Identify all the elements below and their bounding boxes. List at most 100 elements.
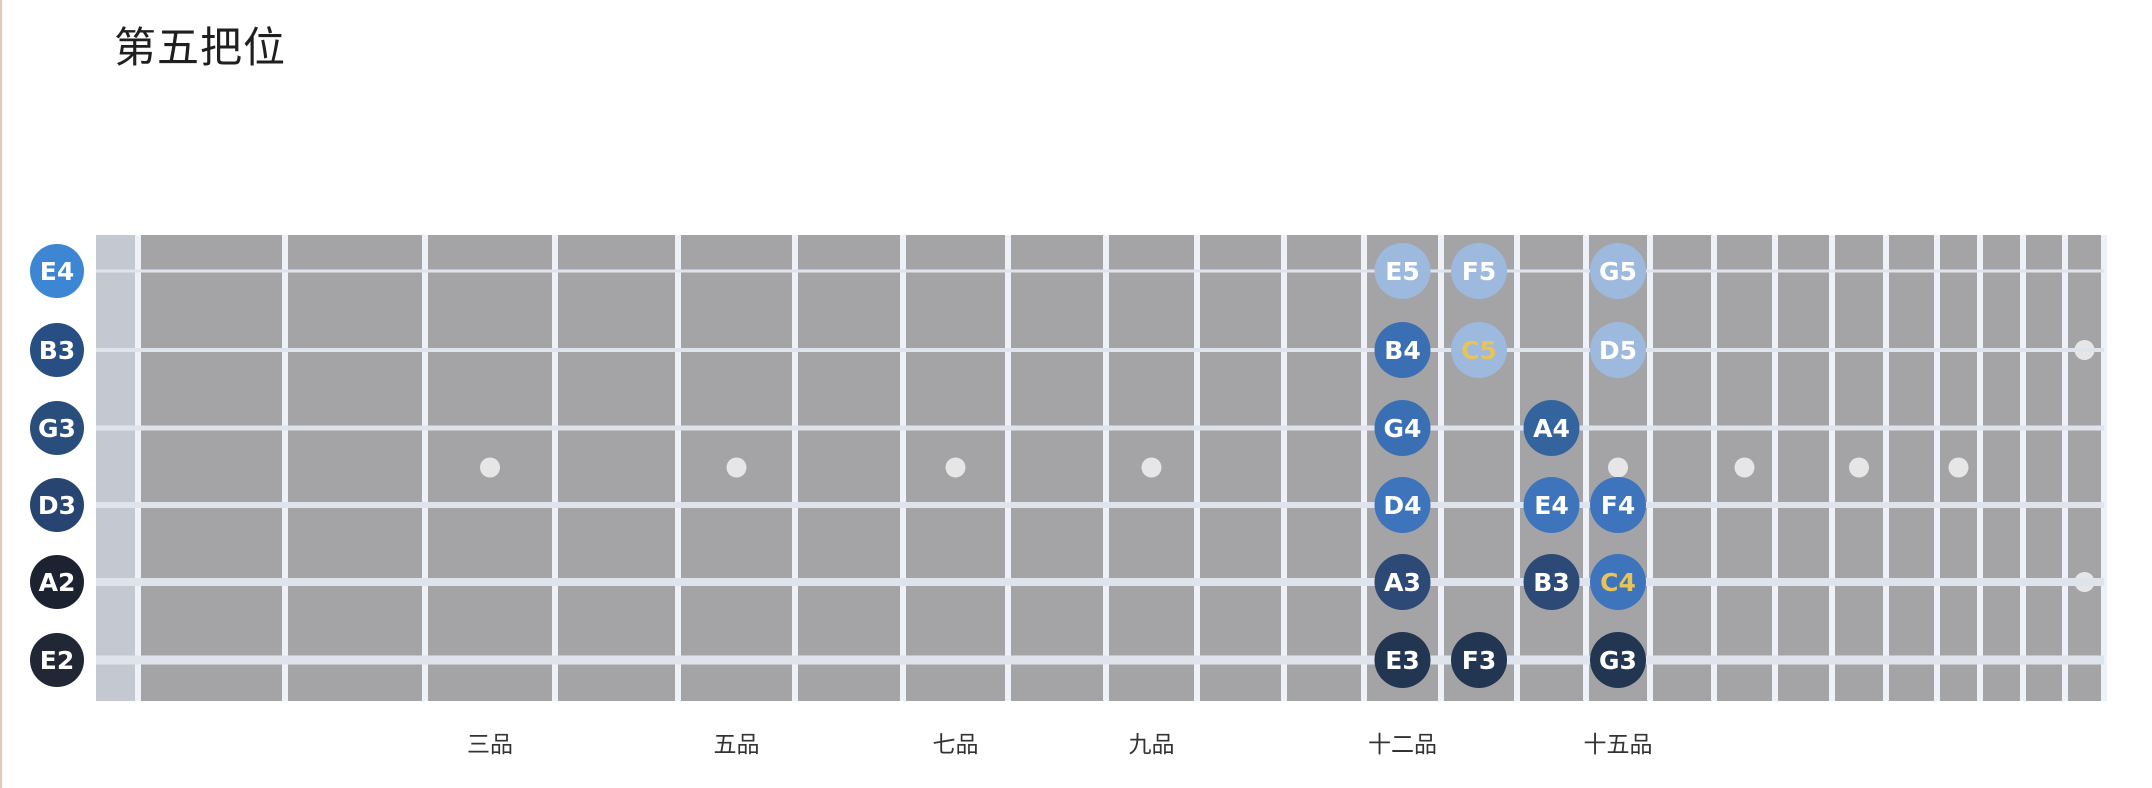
note-marker: A4 — [1523, 400, 1580, 456]
note-marker: E4 — [1523, 477, 1580, 533]
fret-wire-14 — [1583, 235, 1589, 701]
string-6 — [96, 655, 2104, 665]
open-string-3: G3 — [30, 401, 84, 455]
inlay-dot-fret-21 — [1948, 457, 1969, 478]
string-2 — [96, 348, 2104, 352]
note-marker-label: F3 — [1462, 646, 1496, 675]
open-string-circle — [30, 478, 84, 532]
open-string-label: A2 — [39, 568, 76, 597]
strings — [96, 269, 2104, 665]
note-marker-circle — [1451, 322, 1507, 378]
open-string-2: B3 — [30, 323, 84, 377]
fret-wire-15 — [1647, 235, 1653, 701]
fret-wire-0 — [135, 235, 141, 701]
open-string-label: E4 — [40, 257, 74, 286]
note-marker-circle — [1374, 322, 1431, 378]
note-marker: E3 — [1374, 632, 1431, 688]
note-marker-label: G4 — [1384, 414, 1422, 443]
note-marker: F3 — [1451, 632, 1507, 688]
inlay-dot-fret-19 — [1849, 457, 1869, 478]
fret-wire-11 — [1361, 235, 1367, 701]
note-marker: B4 — [1374, 322, 1431, 378]
note-marker: B3 — [1523, 554, 1580, 610]
open-string-circle — [30, 401, 84, 455]
note-marker-circle — [1451, 243, 1507, 299]
note-marker-circle — [1374, 554, 1431, 610]
note-marker-circle — [1590, 632, 1646, 688]
open-string-circle — [30, 244, 84, 298]
fret-wire-12 — [1438, 235, 1444, 701]
fret-wire-3 — [552, 235, 558, 701]
fret-label-9: 九品 — [1129, 732, 1175, 758]
page-title: 第五把位 — [114, 23, 287, 72]
fret-wire-16 — [1711, 235, 1717, 701]
fret-wire-4 — [675, 235, 681, 701]
fret-wire-17 — [1772, 235, 1778, 701]
fretboard-body — [96, 235, 2104, 701]
fret-inlays — [480, 340, 2095, 592]
note-marker-label: C4 — [1600, 568, 1636, 597]
open-string-1: E4 — [30, 244, 84, 298]
note-marker: A3 — [1374, 554, 1431, 610]
open-string-label: G3 — [38, 414, 76, 443]
note-marker: D5 — [1590, 322, 1646, 378]
fret-wire-13 — [1514, 235, 1520, 701]
string-1 — [96, 269, 2104, 273]
inlay-dot-fret-3 — [480, 457, 500, 478]
note-marker-label: G5 — [1599, 257, 1637, 286]
note-marker-circle — [1523, 554, 1580, 610]
fret-wire-6 — [900, 235, 906, 701]
inlay-dot-fret-5 — [726, 457, 747, 478]
note-marker-circle — [1590, 243, 1646, 299]
left-edge-line — [0, 0, 2, 788]
open-string-labels: E4 B3 G3 D3 A2 E2 — [30, 244, 84, 687]
fret-wire-1 — [282, 235, 288, 701]
note-marker-label: B4 — [1384, 336, 1420, 365]
open-string-label: D3 — [38, 491, 76, 520]
note-markers: E5 F5 G5 B4 C5 D5 G4 A4 D4 E4 F4 A3 B3 C4 E3 F3 G3 — [1374, 243, 1646, 688]
fret-wire-10 — [1281, 235, 1287, 701]
note-marker-label: C5 — [1461, 336, 1497, 365]
fret-label-12: 十二品 — [1368, 732, 1437, 758]
fret-wire-2 — [422, 235, 428, 701]
open-string-circle — [30, 555, 84, 609]
note-marker-label: E4 — [1534, 491, 1568, 520]
fret-wire-22 — [2020, 235, 2026, 701]
open-string-label: B3 — [39, 336, 75, 365]
note-marker: E5 — [1374, 243, 1431, 299]
note-marker-circle — [1590, 322, 1646, 378]
string-4 — [96, 502, 2104, 508]
fret-wire-24 — [2101, 235, 2107, 701]
inlay-dot-fret-9 — [1141, 457, 1162, 478]
note-marker-circle — [1374, 632, 1431, 688]
note-marker-label: B3 — [1533, 568, 1569, 597]
fret-label-3: 三品 — [467, 732, 513, 758]
note-marker-label: F5 — [1462, 257, 1496, 286]
note-marker: G5 — [1590, 243, 1646, 299]
note-marker: F4 — [1590, 477, 1646, 533]
note-marker-circle — [1374, 400, 1431, 456]
fret-wire-20 — [1934, 235, 1940, 701]
note-marker-circle — [1590, 477, 1646, 533]
note-marker: G4 — [1374, 400, 1431, 456]
note-marker: F5 — [1451, 243, 1507, 299]
note-marker-label: G3 — [1599, 646, 1637, 675]
note-marker-label: E5 — [1385, 257, 1419, 286]
note-marker-label: D5 — [1599, 336, 1637, 365]
inlay-dot-fret-15 — [1608, 457, 1628, 478]
fret-label-7: 七品 — [933, 732, 979, 758]
note-marker-circle — [1374, 243, 1431, 299]
note-marker-circle — [1523, 477, 1580, 533]
note-marker-label: E3 — [1385, 646, 1419, 675]
fretboard — [96, 235, 2107, 701]
note-marker-label: F4 — [1601, 491, 1635, 520]
open-string-5: A2 — [30, 555, 84, 609]
note-marker-label: A4 — [1533, 414, 1570, 443]
fret-wire-9 — [1194, 235, 1200, 701]
inlay-dot-fret-17 — [1734, 457, 1755, 478]
note-marker: D4 — [1374, 477, 1431, 533]
open-string-circle — [30, 323, 84, 377]
note-marker-circle — [1451, 632, 1507, 688]
open-string-label: E2 — [40, 646, 74, 675]
